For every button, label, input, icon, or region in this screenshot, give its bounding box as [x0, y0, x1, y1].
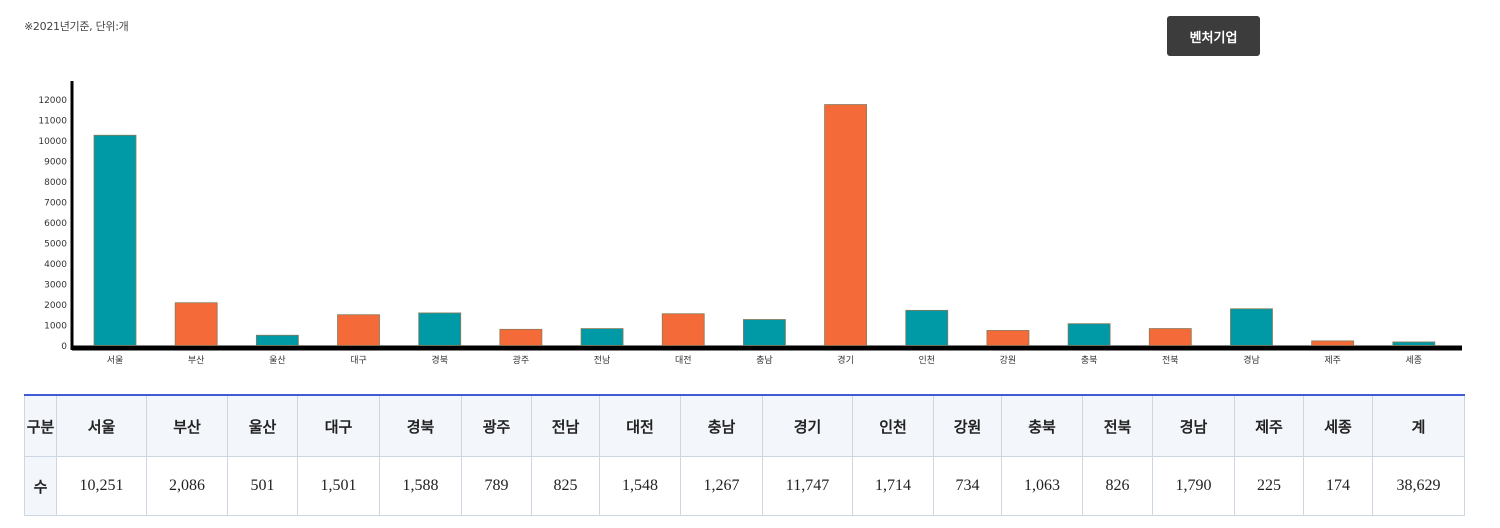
table-cell: 825: [531, 456, 600, 516]
y-tick-label: 1000: [44, 321, 67, 331]
table-cell: 1,267: [680, 456, 763, 516]
table-row-label: 수: [24, 456, 57, 516]
table-header-cell: 경남: [1152, 394, 1235, 457]
y-tick-label: 0: [61, 342, 67, 352]
bar-울산: [255, 334, 299, 346]
table-header-cell: 세종: [1303, 394, 1373, 457]
x-tick-label: 인천: [918, 355, 935, 366]
table-cell: 10,251: [56, 456, 147, 516]
y-tick-label: 7000: [44, 198, 67, 208]
x-tick-label: 광주: [513, 354, 530, 366]
table-header-cell: 대전: [599, 394, 681, 457]
table-cell: 11,747: [762, 456, 853, 516]
table-header-cell: 대구: [297, 394, 380, 457]
y-tick-label: 2000: [44, 301, 67, 311]
table-cell: 1,588: [379, 456, 462, 516]
bar-광주: [499, 328, 543, 346]
table-header-cell: 인천: [852, 394, 934, 457]
y-tick-label: 9000: [44, 157, 67, 167]
table-header-cell: 계: [1372, 394, 1465, 457]
bar-대전: [661, 313, 705, 346]
bar-전남: [580, 328, 624, 346]
x-tick-label: 전북: [1162, 355, 1179, 366]
table-cell: 225: [1234, 456, 1304, 516]
bar-서울: [93, 134, 137, 346]
table-header-cell: 전북: [1082, 394, 1153, 457]
y-tick-label: 4000: [44, 260, 67, 270]
table-header-cell: 울산: [227, 394, 298, 457]
x-tick-label: 전남: [594, 355, 611, 366]
table-header-cell: 경북: [379, 394, 462, 457]
table-cell: 826: [1082, 456, 1153, 516]
table-cell: 2,086: [146, 456, 228, 516]
table-header-cell: 충북: [1001, 394, 1083, 457]
x-tick-label: 대전: [675, 355, 692, 366]
y-tick-label: 5000: [44, 239, 67, 249]
venture-company-tab-button[interactable]: 벤처기업: [1167, 16, 1260, 56]
bar-충남: [743, 319, 786, 346]
bar-대구: [337, 314, 380, 346]
y-tick-label: 10000: [38, 137, 67, 147]
bar-제주: [1311, 340, 1355, 346]
table-cell: 174: [1303, 456, 1373, 516]
bar-강원: [986, 330, 1030, 346]
table-header-row: 구분 서울 부산 울산 대구 경북 광주 전남 대전 충남 경기 인천 강원 충북 전북 경남 제주 세종 계: [24, 394, 1465, 457]
x-tick-label: 제주: [1324, 355, 1341, 366]
table-header-cell: 강원: [933, 394, 1002, 457]
x-tick-label: 경기: [837, 354, 854, 366]
table-cell: 501: [227, 456, 298, 516]
y-tick-label: 11000: [38, 116, 67, 126]
bar-경기: [824, 104, 867, 346]
y-tick-label: 8000: [44, 178, 67, 188]
table-header-cell: 광주: [461, 394, 532, 457]
table-header-cell: 경기: [762, 394, 853, 457]
x-tick-label: 울산: [269, 355, 286, 366]
bar-전북: [1148, 328, 1192, 346]
x-tick-label: 경남: [1243, 354, 1260, 366]
table-cell: 789: [461, 456, 532, 516]
bar-경북: [418, 312, 462, 346]
y-tick-label: 6000: [44, 219, 67, 229]
table-cell: 38,629: [1372, 456, 1465, 516]
y-tick-label: 12000: [38, 96, 67, 106]
table-header-cell: 서울: [56, 394, 147, 457]
y-tick-label: 3000: [44, 280, 67, 290]
bar-충북: [1067, 323, 1111, 346]
table-header-cell: 충남: [680, 394, 763, 457]
x-tick-label: 서울: [107, 355, 124, 366]
x-tick-label: 경북: [431, 354, 448, 366]
table-cell: 1,063: [1001, 456, 1083, 516]
table-cell: 734: [933, 456, 1002, 516]
table-header-cell: 부산: [146, 394, 228, 457]
x-tick-label: 대구: [350, 355, 367, 366]
x-tick-label: 충북: [1081, 355, 1098, 366]
table-header-cell: 전남: [531, 394, 600, 457]
table-header-cell: 제주: [1234, 394, 1304, 457]
bar-경남: [1230, 308, 1273, 346]
x-tick-label: 충남: [756, 355, 773, 366]
x-tick-label: 강원: [1000, 355, 1017, 366]
table-cell: 1,501: [297, 456, 380, 516]
unit-note: ※2021년기준, 단위:개: [24, 20, 129, 33]
bar-세종: [1392, 341, 1436, 346]
bar-chart: 0 1000 2000 3000 4000 5000 6000 7000 8000 9000 100…: [38, 81, 1462, 366]
bar-인천: [905, 309, 949, 346]
bar-부산: [174, 302, 218, 346]
table-cell: 1,790: [1152, 456, 1235, 516]
table-header-category: 구분: [24, 394, 57, 457]
table-cell: 1,548: [599, 456, 681, 516]
x-tick-label: 세종: [1406, 355, 1423, 366]
x-tick-label: 부산: [188, 355, 205, 366]
table-row: 수 10,251 2,086 501 1,501 1,588 789 825 1,548 1,26…: [24, 456, 1465, 516]
table-cell: 1,714: [852, 456, 934, 516]
